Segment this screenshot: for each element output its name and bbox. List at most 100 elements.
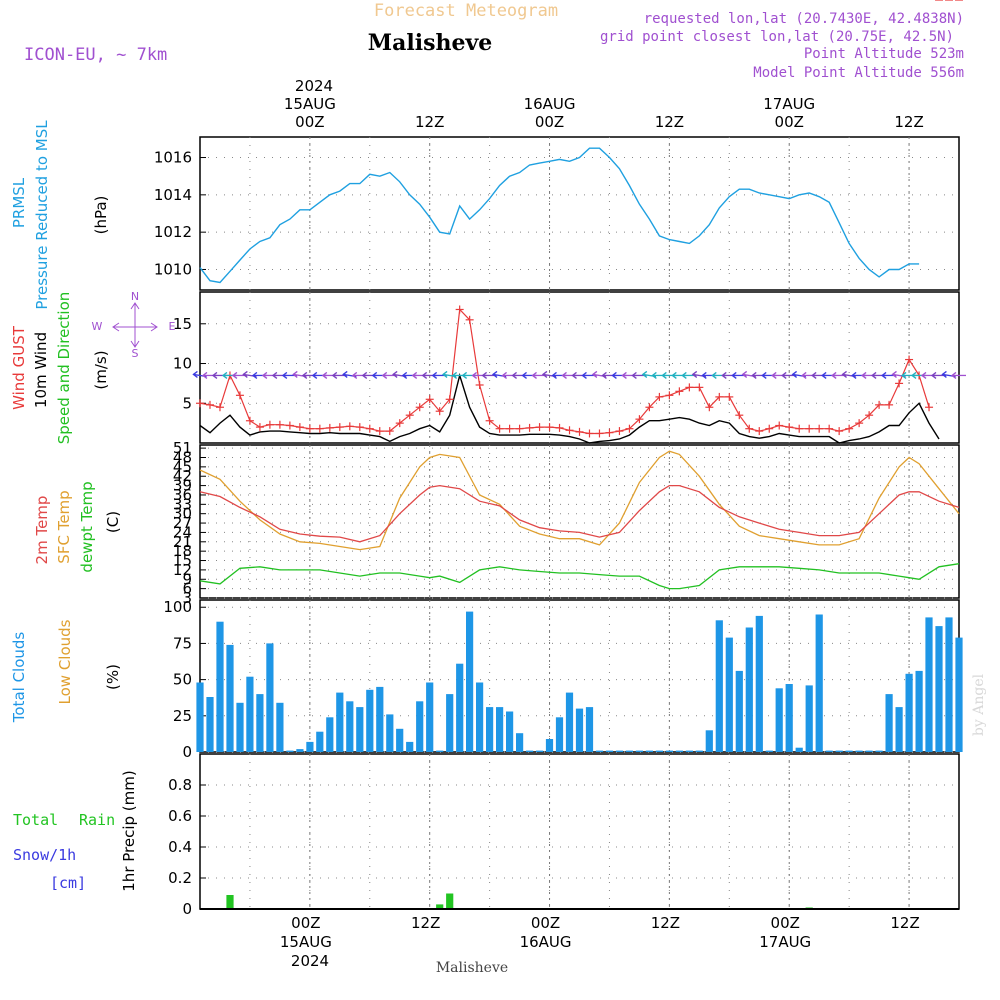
compass-n: N	[131, 290, 139, 303]
cloud-bar	[555, 717, 564, 752]
legend-total-clouds: Total Clouds	[10, 632, 28, 724]
cloud-bar	[536, 750, 544, 752]
y-tick-label: 48	[173, 448, 192, 466]
legend-speed-direction: Speed and Direction	[55, 292, 73, 445]
cloud-bar	[665, 750, 673, 752]
wind-direction-arrowhead	[611, 371, 617, 379]
cloud-bar	[376, 686, 384, 752]
wind-direction-arrowhead	[292, 370, 298, 378]
wind-direction-arrowhead	[950, 371, 957, 379]
legend-prmsl: PRMSL	[10, 177, 28, 228]
cloud-bar	[256, 694, 264, 752]
header-model-altitude: Model Point Altitude 556m	[753, 65, 964, 81]
wind-direction-arrowhead	[221, 371, 228, 379]
header-location: Malisheve	[368, 30, 492, 56]
legend-clouds-unit: (%)	[104, 664, 122, 690]
y-tick-label: 33	[173, 495, 192, 513]
wind-direction-arrowhead	[331, 371, 338, 379]
wind-direction-arrowhead	[761, 371, 767, 379]
bottom-hour-label: 12Z	[890, 914, 919, 932]
wind-direction-arrowhead	[351, 371, 358, 379]
wind-direction-arrowhead	[411, 371, 418, 379]
wind-direction-arrowhead	[861, 371, 867, 379]
wind-direction-arrowhead	[501, 371, 507, 379]
cloud-bar	[196, 682, 204, 752]
y-tick-label: 0.6	[168, 807, 192, 825]
wind-direction-arrowhead	[521, 371, 527, 379]
y-tick-label: 6	[182, 580, 192, 598]
cloud-bar	[685, 750, 693, 752]
wind-direction-arrowhead	[941, 370, 947, 378]
wind-direction-arrowhead	[231, 371, 238, 379]
y-tick-label: 24	[173, 523, 192, 541]
cloud-bar	[635, 750, 643, 752]
y-tick-label: 100	[163, 598, 192, 616]
cloud-bar	[406, 741, 414, 752]
y-tick-label: 1010	[154, 260, 192, 278]
top-date-label: 15AUG	[284, 95, 336, 113]
cloud-bar	[715, 620, 723, 752]
legend-temp-unit: (C)	[104, 511, 122, 533]
legend-2m-temp: 2m Temp	[33, 496, 51, 565]
watermark: by Angel	[971, 673, 987, 736]
y-tick-label: 42	[173, 467, 192, 485]
cloud-bar	[865, 750, 873, 752]
wind-direction-arrowhead	[751, 371, 757, 379]
y-tick-label: 3	[182, 589, 192, 607]
cloud-bar	[785, 684, 793, 752]
header-requested: requested lon,lat (20.7430E, 42.4838N)	[644, 11, 964, 27]
y-tick-label: 12	[173, 561, 192, 579]
bottom-date-label: 15AUG	[280, 933, 332, 951]
cloud-bar	[236, 702, 244, 752]
y-tick-label: 1016	[154, 149, 192, 167]
legend-wind-unit: (m/s)	[92, 350, 110, 389]
wind-direction-arrowhead	[281, 371, 288, 379]
pressure-panel: 1010 1012 1014 1016	[154, 136, 960, 291]
legend-total: Total	[13, 811, 58, 829]
cloud-bar	[226, 644, 234, 752]
cloud-bar	[565, 692, 574, 752]
wind-direction-arrowhead	[271, 371, 278, 379]
wind-direction-arrowhead	[541, 370, 548, 378]
cloud-bar	[456, 663, 464, 752]
y-tick-label: 30	[173, 505, 192, 523]
cloud-bar	[416, 701, 424, 752]
bottom-year-label: 2024	[291, 952, 329, 970]
wind-direction-arrowhead	[781, 371, 787, 379]
wind-direction-arrowhead	[471, 371, 478, 379]
bottom-hour-label: 12Z	[651, 914, 680, 932]
cloud-bar	[585, 707, 594, 752]
bottom-date-label: 17AUG	[759, 933, 811, 951]
panel-frame	[199, 136, 960, 291]
bottom-hour-label: 00Z	[291, 914, 320, 932]
y-tick-label: 1014	[154, 186, 192, 204]
cloud-bar	[765, 750, 773, 752]
wind-direction-arrowhead	[442, 370, 448, 378]
wind-direction-arrowhead	[251, 371, 258, 379]
wind-direction-arrowhead	[242, 370, 248, 378]
legend-sfc-temp: SFC Temp	[55, 490, 73, 563]
cloud-bar	[306, 741, 314, 752]
wind-direction-arrowhead	[881, 371, 887, 379]
wind-direction-arrowhead	[721, 371, 727, 379]
top-hour-label: 00Z	[295, 113, 324, 131]
y-tick-label: 0.4	[168, 838, 192, 856]
top-year-label: 2024	[295, 77, 333, 95]
legend-wind-gust: Wind GUST	[10, 325, 28, 410]
top-hour-label: 12Z	[655, 113, 684, 131]
wind-direction-arrowhead	[661, 371, 667, 379]
wind-direction-arrowhead	[311, 371, 318, 379]
wind-direction-arrowhead	[392, 370, 398, 378]
wind-direction-arrowhead	[591, 370, 598, 378]
cloud-bar	[326, 717, 334, 752]
wind-direction-arrowhead	[531, 371, 537, 379]
y-tick-label: 27	[173, 514, 192, 532]
cloud-bar	[426, 682, 434, 752]
top-date-label: 16AUG	[524, 95, 576, 113]
legend-low-clouds: Low Clouds	[56, 619, 74, 704]
cloud-bar	[436, 750, 444, 752]
cloud-bar	[466, 611, 474, 752]
cloud-bar	[625, 750, 633, 752]
cloud-bar	[935, 626, 943, 752]
wind-direction-arrowhead	[821, 371, 827, 379]
